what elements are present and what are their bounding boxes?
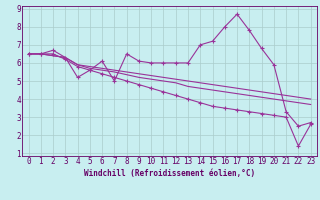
X-axis label: Windchill (Refroidissement éolien,°C): Windchill (Refroidissement éolien,°C) bbox=[84, 169, 255, 178]
